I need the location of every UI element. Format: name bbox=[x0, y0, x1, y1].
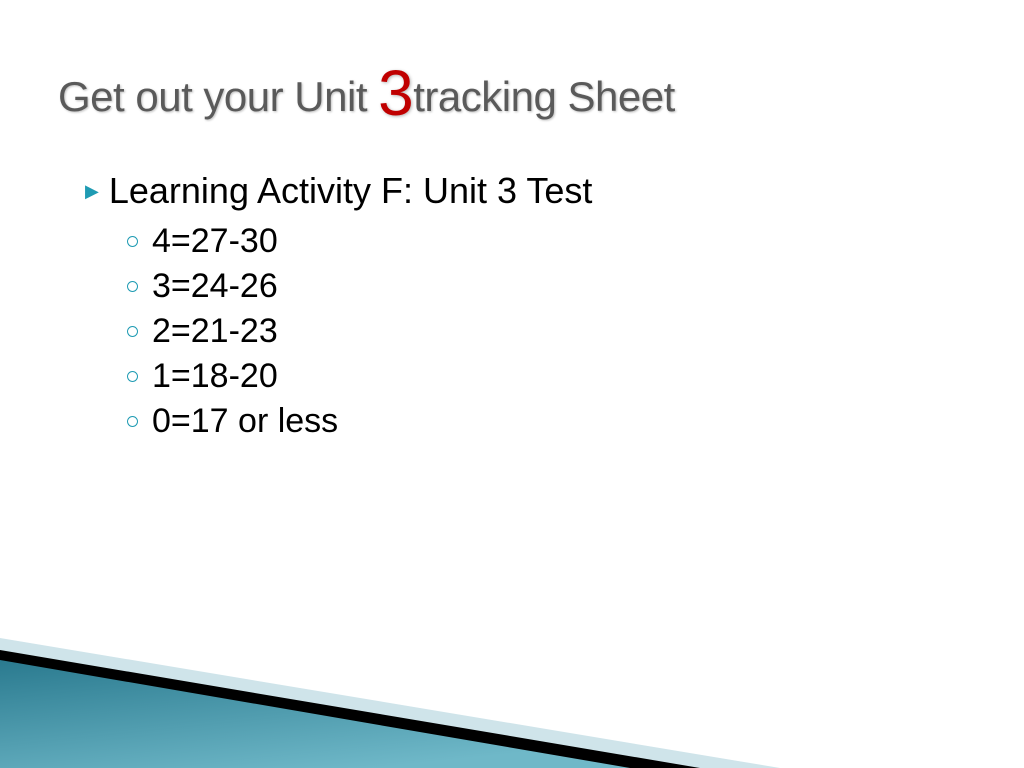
list-item: 4=27-30 bbox=[127, 222, 592, 261]
list-item: 3=24-26 bbox=[127, 267, 592, 306]
slide: Get out your Unit 3tracking Sheet ▶ Lear… bbox=[0, 0, 1024, 768]
sub-list: 4=27-30 3=24-26 2=21-23 1=18-20 0=17 or … bbox=[127, 222, 592, 441]
circle-bullet-icon bbox=[127, 236, 138, 247]
list-item: 2=21-23 bbox=[127, 312, 592, 351]
sub-item-text: 0=17 or less bbox=[152, 402, 338, 441]
slide-title: Get out your Unit 3tracking Sheet bbox=[58, 52, 675, 126]
sub-item-text: 3=24-26 bbox=[152, 267, 278, 306]
content-area: ▶ Learning Activity F: Unit 3 Test 4=27-… bbox=[85, 170, 592, 447]
arrow-bullet-icon: ▶ bbox=[85, 181, 99, 202]
sub-item-text: 1=18-20 bbox=[152, 357, 278, 396]
list-item: 1=18-20 bbox=[127, 357, 592, 396]
sub-item-text: 4=27-30 bbox=[152, 222, 278, 261]
circle-bullet-icon bbox=[127, 416, 138, 427]
title-part2: tracking Sheet bbox=[413, 73, 675, 120]
circle-bullet-icon bbox=[127, 371, 138, 382]
main-bullet-item: ▶ Learning Activity F: Unit 3 Test bbox=[85, 170, 592, 212]
title-part1: Get out your Unit bbox=[58, 73, 378, 120]
main-item-text: Learning Activity F: Unit 3 Test bbox=[109, 170, 593, 212]
circle-bullet-icon bbox=[127, 281, 138, 292]
sub-item-text: 2=21-23 bbox=[152, 312, 278, 351]
list-item: 0=17 or less bbox=[127, 402, 592, 441]
circle-bullet-icon bbox=[127, 326, 138, 337]
corner-decoration bbox=[0, 568, 1024, 768]
title-accent: 3 bbox=[378, 57, 413, 129]
